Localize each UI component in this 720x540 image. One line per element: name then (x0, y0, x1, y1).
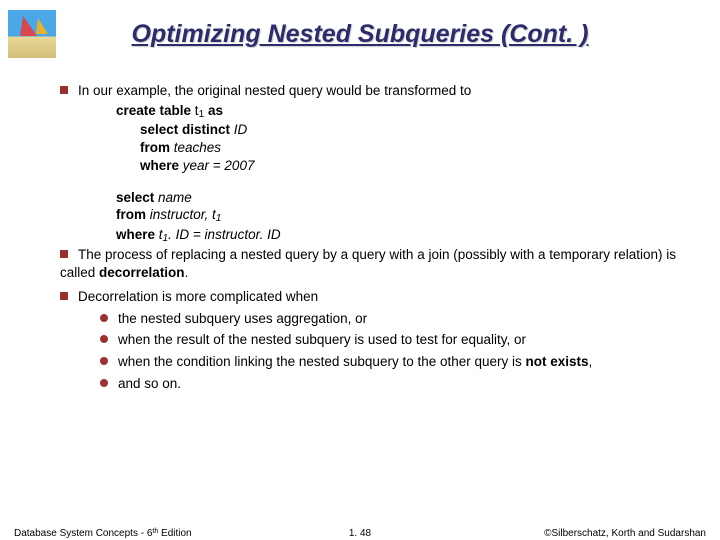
code-line-6: from instructor, t1 (116, 206, 690, 225)
code-line-4: where year = 2007 (140, 157, 690, 175)
round-bullet-icon (100, 379, 108, 387)
bullet-item-1: In our example, the original nested quer… (60, 82, 690, 100)
code-line-1: create table t1 as (116, 102, 690, 121)
bullet-item-3: Decorrelation is more complicated when (60, 288, 690, 306)
round-bullet-icon (100, 335, 108, 343)
code-line-2: select distinct ID (140, 121, 690, 139)
round-bullet-icon (100, 314, 108, 322)
round-bullet-icon (100, 357, 108, 365)
sub-item-1: the nested subquery uses aggregation, or (100, 310, 690, 328)
item2-term: decorrelation (99, 265, 185, 280)
slide-title: Optimizing Nested Subqueries (Cont. ) (0, 20, 720, 49)
sub-item-4: and so on. (100, 375, 690, 393)
sub-bullet-list: the nested subquery uses aggregation, or… (100, 310, 690, 393)
bullet-item-2: The process of replacing a nested query … (60, 246, 690, 282)
code-line-7: where t1. ID = instructor. ID (116, 226, 690, 245)
square-bullet-icon (60, 86, 68, 94)
square-bullet-icon (60, 250, 68, 258)
code-line-3: from teaches (140, 139, 690, 157)
footer-copyright: ©Silberschatz, Korth and Sudarshan (544, 528, 706, 539)
item1-text: In our example, the original nested quer… (78, 83, 471, 98)
item3-text: Decorrelation is more complicated when (78, 289, 318, 304)
slide-content: In our example, the original nested quer… (60, 82, 690, 393)
sub-item-2: when the result of the nested subquery i… (100, 331, 690, 349)
code-line-5: select name (116, 189, 690, 207)
square-bullet-icon (60, 292, 68, 300)
item2-post: . (185, 265, 189, 280)
sub-item-3: when the condition linking the nested su… (100, 353, 690, 371)
